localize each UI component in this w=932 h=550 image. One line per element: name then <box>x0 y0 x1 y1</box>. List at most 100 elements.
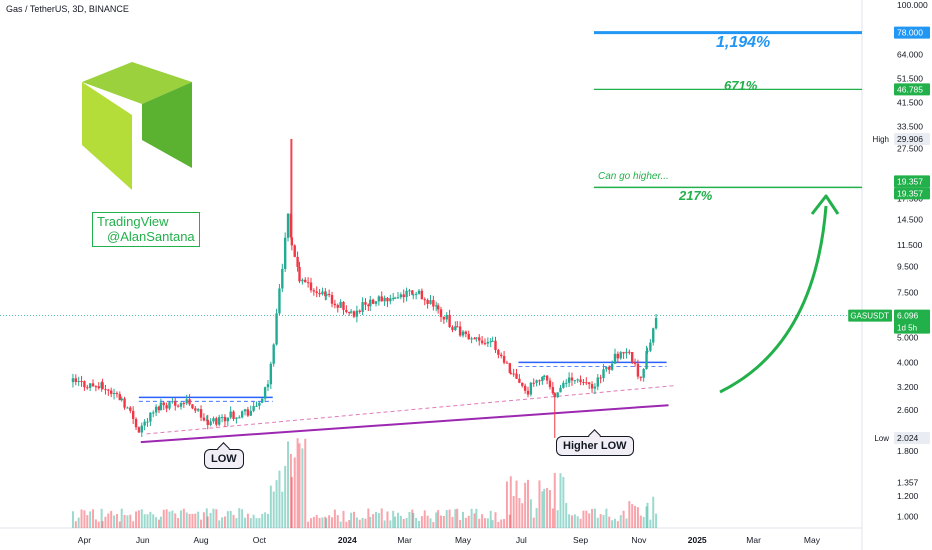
candle-body <box>202 417 206 421</box>
arrow-head <box>810 194 840 215</box>
candle-body <box>374 301 378 304</box>
candle-body <box>355 310 359 317</box>
volume-bar <box>104 516 107 528</box>
volume-bar <box>512 496 515 528</box>
candle-body <box>118 394 121 401</box>
candle-body <box>582 382 585 384</box>
candle-body <box>610 363 614 370</box>
candle-body <box>628 351 631 353</box>
candle-body <box>342 301 345 311</box>
candle-body <box>412 294 415 296</box>
candle-body <box>266 384 270 388</box>
higher-low-callout: Higher LOW <box>556 436 634 456</box>
volume-bar <box>636 507 639 528</box>
volume-bar <box>246 513 249 528</box>
candle-body <box>497 350 500 355</box>
volume-bar <box>336 515 339 528</box>
volume-bar <box>415 517 418 528</box>
candle-body <box>548 380 552 388</box>
price-badge-value: 19.357 <box>897 188 923 198</box>
volume-bar <box>405 518 408 528</box>
candle-body <box>325 293 328 297</box>
target-lines <box>594 31 862 189</box>
volume-bar <box>221 517 224 528</box>
volume-bar <box>535 508 538 528</box>
volume-bar <box>126 515 129 528</box>
volume-bar <box>475 508 478 528</box>
candle-body <box>432 300 435 307</box>
candle-body <box>521 382 524 386</box>
candle-body <box>619 352 622 359</box>
candle-body <box>367 304 370 307</box>
candle-body <box>77 381 80 383</box>
volume-bar <box>123 514 126 528</box>
candle-body <box>330 295 334 304</box>
candle-body <box>361 302 364 312</box>
volume-bar <box>350 512 353 528</box>
volume-bar <box>179 510 182 528</box>
time-tick: Sep <box>573 535 588 545</box>
volume-bar <box>605 508 608 528</box>
volume-bar <box>249 518 252 528</box>
candle-body <box>645 351 648 370</box>
candle-body <box>301 279 304 282</box>
candle-body <box>630 352 634 363</box>
volume-bar <box>367 508 370 528</box>
grid <box>0 0 863 550</box>
candle-body <box>298 266 301 282</box>
candle-body <box>380 296 383 302</box>
watermark-line2: @AlanSantana <box>107 229 195 244</box>
price-badge-value: 19.357 <box>897 176 923 186</box>
volume-bar <box>226 511 229 528</box>
candle-body <box>494 340 497 351</box>
volume-bar <box>412 512 415 528</box>
volume-bar <box>435 512 438 528</box>
volume-bar <box>182 508 185 528</box>
volume-bar <box>115 513 118 528</box>
candle-body <box>107 389 110 391</box>
volume-bar <box>377 513 380 528</box>
candle-body <box>454 326 457 331</box>
volume-bar <box>218 520 221 528</box>
volume-bar <box>252 514 255 528</box>
volume-bar <box>353 511 356 528</box>
volume-bar <box>321 517 324 528</box>
volume-bar <box>538 480 541 528</box>
candle-body <box>176 405 180 407</box>
volume-bar <box>380 508 383 528</box>
candle-body <box>543 375 546 377</box>
volume-bar <box>649 519 652 528</box>
candle-body <box>255 405 258 407</box>
candle-body <box>464 331 468 334</box>
candle-body <box>451 327 454 331</box>
time-tick: Jun <box>136 535 150 545</box>
volume-bar <box>83 510 86 528</box>
candle-body <box>508 363 512 373</box>
candle-body <box>336 305 339 308</box>
price-tick: 3.200 <box>897 382 919 392</box>
candle-body <box>324 291 327 297</box>
candle-body <box>371 299 375 304</box>
candle-body <box>293 245 296 257</box>
candle-body <box>149 412 152 422</box>
volume-bar <box>177 517 180 528</box>
candle-body <box>71 378 75 383</box>
candle-body <box>104 389 107 391</box>
candle-body <box>518 378 521 383</box>
volume-bar <box>588 513 591 528</box>
volume-bar <box>293 457 296 528</box>
volume-bar <box>209 512 212 528</box>
candle-body <box>593 386 597 389</box>
price-tick: 1.800 <box>897 446 919 456</box>
watermark: TradingView @AlanSantana <box>92 212 200 247</box>
volume-bar <box>266 513 269 528</box>
volume-bar <box>565 502 568 528</box>
volume-bar <box>642 516 645 528</box>
candle-body <box>478 337 481 341</box>
candle-body <box>622 352 625 354</box>
volume-bar <box>120 508 123 528</box>
volume-bar <box>304 438 307 528</box>
volume-bar <box>129 514 132 528</box>
neo-logo <box>82 62 192 190</box>
volume-bar <box>97 521 100 528</box>
